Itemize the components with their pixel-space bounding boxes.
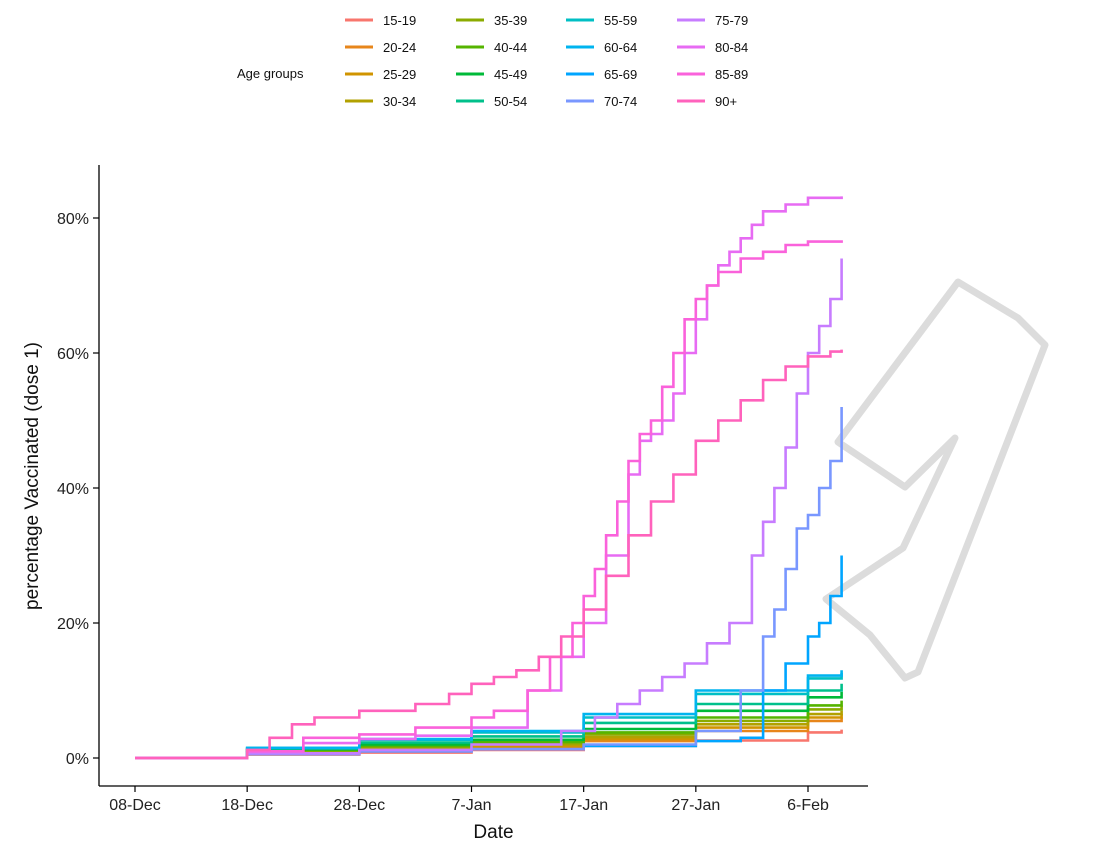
plot-area: 08-Dec 18-Dec 28-Dec 7-Jan 17-Jan 27-Jan 6-Feb… <box>57 165 868 814</box>
legend-item-65-69: 65-69 <box>566 67 637 82</box>
legend-label: 30-34 <box>383 94 416 109</box>
legend-label: 75-79 <box>715 13 748 28</box>
series-line-90plus <box>135 349 843 760</box>
legend-label: 50-54 <box>494 94 527 109</box>
legend-label: 40-44 <box>494 40 527 55</box>
watermark-shape <box>822 278 1049 682</box>
legend-label: 35-39 <box>494 13 527 28</box>
x-tick-label: 08-Dec <box>109 797 161 814</box>
legend-label: 85-89 <box>715 67 748 82</box>
legend-label: 20-24 <box>383 40 416 55</box>
x-tick-label: 17-Jan <box>559 797 608 814</box>
series-line-80-84 <box>135 196 843 760</box>
legend-item-15-19: 15-19 <box>345 13 416 28</box>
y-tick-label: 40% <box>57 481 89 498</box>
legend-item-20-24: 20-24 <box>345 40 416 55</box>
y-axis-ticks: 0% 20% 40% 60% 80% <box>57 211 99 768</box>
y-tick-label: 60% <box>57 346 89 363</box>
legend-label: 60-64 <box>604 40 637 55</box>
legend-item-60-64: 60-64 <box>566 40 637 55</box>
legend-item-30-34: 30-34 <box>345 94 416 109</box>
legend-label: 65-69 <box>604 67 637 82</box>
legend-item-50-54: 50-54 <box>456 94 527 109</box>
legend-label: 55-59 <box>604 13 637 28</box>
x-tick-label: 7-Jan <box>451 797 491 814</box>
legend-label: 45-49 <box>494 67 527 82</box>
legend-item-75-79: 75-79 <box>677 13 748 28</box>
legend-label: 90+ <box>715 94 737 109</box>
legend-label: 15-19 <box>383 13 416 28</box>
legend-item-85-89: 85-89 <box>677 67 748 82</box>
x-tick-label: 18-Dec <box>221 797 273 814</box>
legend-title: Age groups <box>237 66 304 81</box>
watermark-outline <box>822 278 1049 682</box>
y-tick-label: 0% <box>66 751 89 768</box>
legend-label: 25-29 <box>383 67 416 82</box>
legend-item-80-84: 80-84 <box>677 40 748 55</box>
y-axis-title: percentage Vaccinated (dose 1) <box>22 342 43 610</box>
legend-item-55-59: 55-59 <box>566 13 637 28</box>
x-axis-title: Date <box>473 822 513 843</box>
x-axis-ticks: 08-Dec 18-Dec 28-Dec 7-Jan 17-Jan 27-Jan 6-Feb <box>109 786 829 814</box>
x-tick-label: 28-Dec <box>334 797 386 814</box>
legend-item-70-74: 70-74 <box>566 94 637 109</box>
series-line-70-74 <box>135 407 843 760</box>
x-tick-label: 6-Feb <box>787 797 829 814</box>
y-tick-label: 80% <box>57 211 89 228</box>
y-tick-label: 20% <box>57 616 89 633</box>
legend: Age groups 15-19 20-24 25-29 30-34 35-39 40-4… <box>237 13 748 109</box>
legend-label: 80-84 <box>715 40 748 55</box>
legend-item-90plus: 90+ <box>677 94 737 109</box>
legend-item-40-44: 40-44 <box>456 40 527 55</box>
legend-item-35-39: 35-39 <box>456 13 527 28</box>
legend-item-25-29: 25-29 <box>345 67 416 82</box>
legend-item-45-49: 45-49 <box>456 67 527 82</box>
x-tick-label: 27-Jan <box>671 797 720 814</box>
legend-label: 70-74 <box>604 94 637 109</box>
series-lines <box>135 196 843 760</box>
series-line-75-79 <box>135 258 843 760</box>
series-line-85-89 <box>135 240 843 760</box>
